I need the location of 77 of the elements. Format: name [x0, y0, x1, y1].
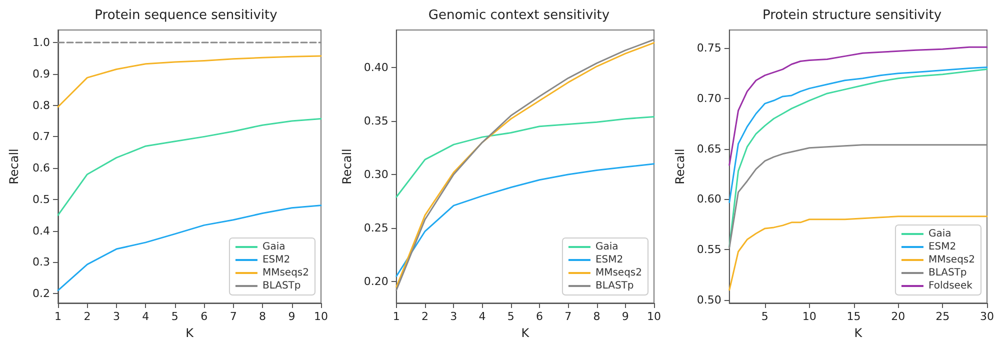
y-tick-label: 0.75 [696, 42, 722, 55]
line-series [57, 204, 322, 292]
y-tick-label: 0.6 [32, 162, 50, 175]
line-series [728, 46, 988, 166]
x-tick-label: 3 [112, 310, 120, 323]
x-axis-title: K [186, 326, 195, 340]
y-tick-label: 0.60 [696, 192, 722, 206]
y-tick-label: 0.40 [364, 60, 388, 74]
x-tick-label: 9 [622, 310, 629, 323]
x-tick-label: 30 [980, 310, 994, 323]
x-tick-label: 2 [84, 310, 91, 323]
y-tick-label: 0.8 [32, 98, 50, 112]
line-series [396, 163, 655, 277]
x-tick-label: 4 [478, 310, 486, 323]
x-tick-label: 2 [422, 310, 429, 323]
legend-label: MMseqs2 [595, 268, 642, 278]
y-axis-title: Recall [673, 148, 687, 184]
y-tick-label: 1.0 [32, 36, 50, 50]
x-tick-label: 1 [54, 310, 62, 323]
x-axis-title: K [854, 326, 864, 340]
y-tick-label: 0.5 [32, 192, 50, 206]
x-tick-label: 10 [802, 310, 816, 323]
legend-label: Gaia [928, 228, 952, 240]
legend-label: Gaia [262, 242, 286, 252]
legend-label: BLASTp [262, 280, 301, 292]
x-tick-label: 20 [891, 310, 906, 323]
x-tick-label: 6 [200, 310, 208, 323]
x-tick-label: 8 [593, 310, 600, 323]
x-tick-label: 15 [846, 310, 861, 323]
y-tick-label: 0.20 [364, 275, 388, 288]
x-tick-label: 10 [647, 310, 661, 323]
legend-label: BLASTp [595, 280, 634, 292]
x-tick-label: 9 [288, 310, 296, 323]
chart-title: Genomic context sensitivity [428, 8, 610, 23]
x-tick-label: 5 [171, 310, 178, 323]
legend-label: Foldseek [928, 280, 973, 292]
line-series [396, 116, 655, 198]
y-tick-label: 0.4 [32, 224, 50, 238]
y-tick-label: 0.3 [32, 256, 50, 269]
y-tick-label: 0.50 [696, 293, 722, 306]
line-series [728, 66, 988, 204]
x-tick-label: 6 [536, 310, 544, 323]
x-tick-label: 1 [392, 310, 400, 323]
y-tick-label: 0.30 [364, 168, 388, 182]
y-tick-label: 0.55 [696, 243, 722, 256]
line-series [57, 118, 322, 216]
legend-label: ESM2 [595, 254, 624, 266]
y-tick-label: 0.25 [364, 222, 388, 235]
chart-title: Protein structure sensitivity [762, 8, 942, 23]
y-tick-label: 0.9 [32, 67, 50, 80]
x-tick-label: 3 [450, 310, 458, 323]
y-tick-label: 0.2 [32, 287, 50, 300]
x-tick-label: 5 [507, 310, 514, 323]
x-tick-label: 4 [142, 310, 150, 323]
legend-label: MMseqs2 [262, 268, 310, 278]
x-axis-title: K [521, 326, 530, 340]
x-tick-label: 7 [564, 310, 572, 323]
y-tick-label: 0.65 [696, 142, 722, 156]
y-tick-label: 0.7 [32, 130, 50, 144]
line-series [728, 144, 988, 248]
legend-label: ESM2 [262, 254, 290, 266]
x-tick-label: 10 [314, 310, 328, 323]
legend-label: Gaia [595, 242, 618, 252]
legend-label: BLASTp [928, 268, 967, 278]
x-tick-label: 25 [936, 310, 950, 323]
x-tick-label: 5 [761, 310, 768, 323]
line-series [728, 216, 988, 291]
y-tick-label: 0.70 [696, 92, 722, 105]
y-tick-label: 0.35 [364, 114, 388, 128]
y-axis-title: Recall [340, 148, 354, 184]
legend-label: ESM2 [928, 242, 956, 252]
legend-label: MMseqs2 [928, 254, 976, 266]
x-tick-label: 8 [259, 310, 266, 323]
x-tick-label: 7 [230, 310, 237, 323]
chart-title: Protein sequence sensitivity [94, 8, 278, 23]
line-series [57, 55, 322, 108]
y-axis-title: Recall [7, 148, 21, 184]
